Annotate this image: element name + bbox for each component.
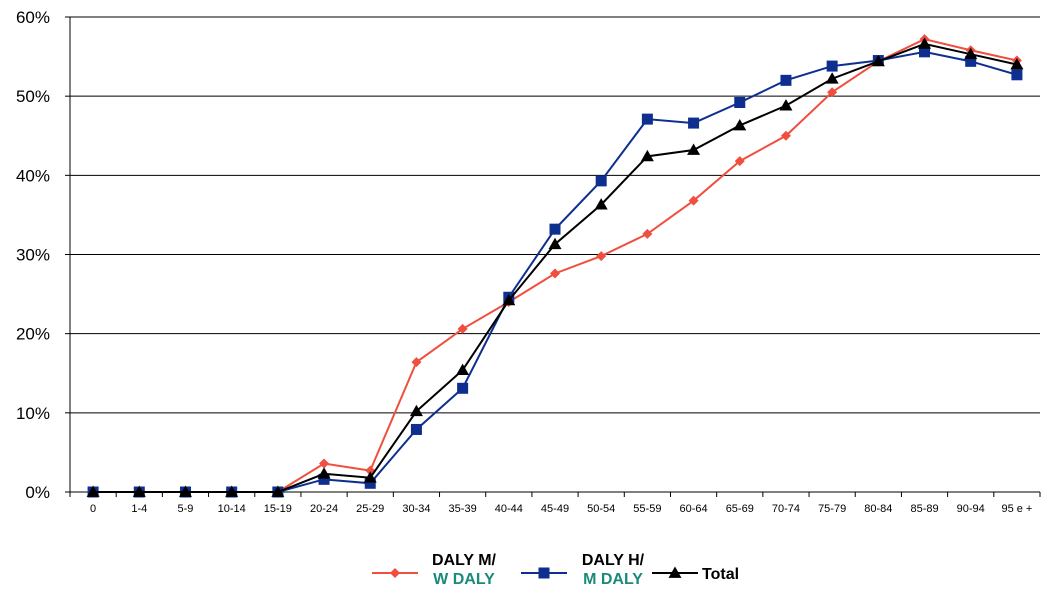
- series-3: [86, 37, 1024, 497]
- x-tick-label: 1-4: [131, 503, 147, 515]
- y-tick-label: 20%: [16, 325, 50, 344]
- legend: DALY M/W DALY DALY H/M DALY Total: [372, 552, 739, 588]
- data-point: [86, 485, 100, 497]
- data-point: [363, 471, 377, 483]
- x-tick-label: 60-64: [680, 503, 708, 515]
- data-point: [594, 198, 608, 210]
- data-point: [595, 175, 607, 187]
- data-point: [132, 485, 146, 497]
- legend-item: DALY M/W DALY: [372, 552, 497, 588]
- x-tick-label: 0: [90, 503, 96, 515]
- y-tick-label: 10%: [16, 404, 50, 423]
- data-point: [965, 55, 977, 67]
- x-tick-label: 95 e +: [1001, 503, 1032, 515]
- data-point: [642, 228, 653, 239]
- data-point: [688, 117, 700, 129]
- data-point: [688, 195, 699, 206]
- data-point: [364, 477, 376, 489]
- data-point: [457, 382, 469, 394]
- y-tick-label: 0%: [25, 483, 50, 502]
- x-tick-label: 65-69: [726, 503, 754, 515]
- legend-item: DALY H/M DALY: [521, 552, 645, 588]
- series: [86, 34, 1024, 498]
- data-point: [687, 143, 701, 155]
- x-tick-label: 25-29: [356, 503, 384, 515]
- x-tick-label: 10-14: [218, 503, 246, 515]
- data-point: [178, 485, 192, 497]
- data-point: [733, 118, 747, 131]
- data-point: [964, 47, 978, 60]
- data-point: [410, 423, 422, 435]
- data-point: [596, 251, 607, 262]
- y-tick-label: 30%: [16, 246, 50, 265]
- x-tick-label: 45-49: [541, 503, 569, 515]
- legend-swatch-marker: [390, 568, 400, 578]
- data-point: [779, 99, 793, 111]
- legend-label: Total: [702, 566, 739, 583]
- data-point: [780, 130, 791, 141]
- data-point: [548, 237, 562, 250]
- x-tick-label: 5-9: [178, 503, 194, 515]
- legend-label: DALY M/: [432, 552, 497, 569]
- legend-swatch-marker: [668, 566, 682, 578]
- data-point: [918, 37, 932, 49]
- data-point: [734, 156, 745, 167]
- data-point: [826, 60, 838, 72]
- data-point: [225, 485, 239, 497]
- series-line: [93, 42, 1018, 493]
- y-tick-label: 60%: [16, 8, 50, 27]
- axes: [65, 16, 1041, 497]
- x-tick-label: 90-94: [957, 503, 985, 515]
- y-tick-label: 40%: [16, 166, 50, 185]
- data-point: [640, 149, 654, 162]
- x-tick-label: 20-24: [310, 503, 338, 515]
- data-point: [550, 268, 560, 279]
- gridlines: [70, 16, 1040, 414]
- y-tick-label: 50%: [16, 87, 50, 106]
- x-tick-label: 50-54: [587, 503, 615, 515]
- data-point: [827, 87, 838, 98]
- data-point: [409, 404, 423, 417]
- x-tick-label: 55-59: [633, 503, 661, 515]
- x-tick-label: 15-19: [264, 503, 292, 515]
- x-tick-label: 70-74: [772, 503, 800, 515]
- y-tick-labels: 0% 10% 20% 30% 40% 50% 60%: [16, 8, 50, 502]
- data-point: [871, 54, 885, 67]
- data-point: [457, 323, 468, 334]
- legend-label: DALY H/: [582, 552, 645, 569]
- data-point: [319, 458, 330, 469]
- data-point: [549, 223, 561, 235]
- x-tick-label: 80-84: [864, 503, 892, 515]
- x-tick-label: 85-89: [910, 503, 938, 515]
- data-point: [780, 74, 792, 86]
- data-point: [1010, 58, 1024, 70]
- x-tick-labels: 0 1-4 5-9 10-14 15-19 20-24 25-29 30-34 35-39 40-…: [90, 503, 1032, 515]
- x-tick-label: 40-44: [495, 503, 523, 515]
- legend-item: Total: [652, 566, 739, 583]
- series-1: [88, 34, 1022, 497]
- data-point: [456, 363, 470, 375]
- data-point: [641, 113, 653, 125]
- data-point: [502, 293, 516, 306]
- x-tick-label: 35-39: [449, 503, 477, 515]
- data-point: [317, 467, 331, 479]
- legend-label-line2: M DALY: [583, 571, 643, 588]
- data-point: [734, 97, 746, 108]
- legend-swatch-marker: [538, 567, 550, 579]
- data-point: [1011, 69, 1023, 81]
- x-tick-label: 30-34: [402, 503, 430, 515]
- data-point: [318, 473, 330, 485]
- data-point: [411, 357, 422, 368]
- series-line: [93, 38, 1018, 493]
- data-point: [825, 72, 839, 84]
- data-point: [919, 46, 931, 58]
- data-point: [271, 485, 285, 497]
- legend-label-line2: W DALY: [433, 571, 495, 588]
- x-tick-label: 75-79: [818, 503, 846, 515]
